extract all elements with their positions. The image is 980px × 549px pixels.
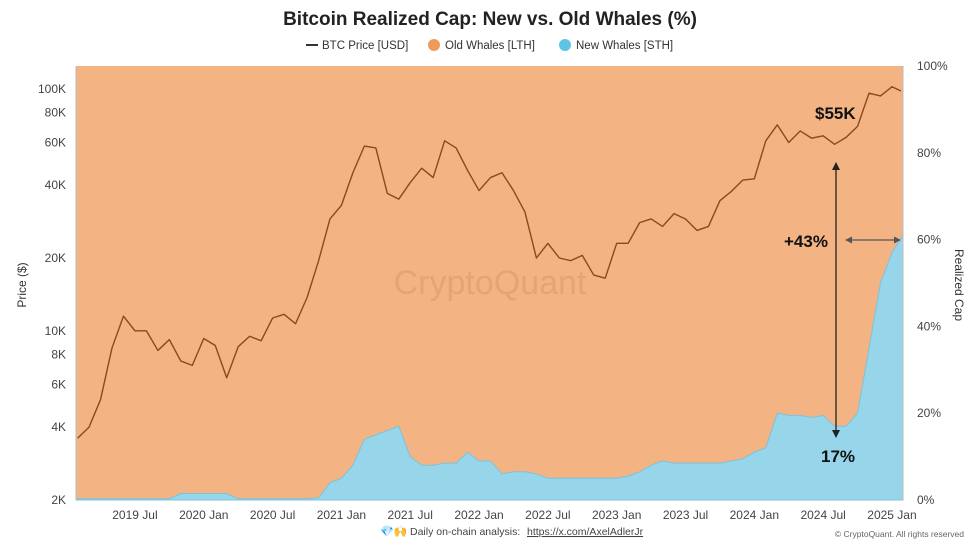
footer: 💎🙌 Daily on-chain analysis: https://x.co… <box>380 525 964 539</box>
x-tick-label: 2023 Jul <box>663 508 708 522</box>
footer-link[interactable]: https://x.com/AxelAdlerJr <box>527 526 644 538</box>
x-tick-label: 2024 Jul <box>800 508 845 522</box>
legend: BTC Price [USD] Old Whales [LTH] New Wha… <box>306 39 673 52</box>
x-tick-label: 2021 Jul <box>388 508 433 522</box>
btc-price-line <box>77 86 902 439</box>
legend-old-whales[interactable]: Old Whales [LTH] <box>445 40 535 52</box>
diamond-hands-icon: 💎🙌 <box>380 525 407 538</box>
y-left-tick-label: 10K <box>45 324 66 338</box>
new-whales-area <box>75 233 904 501</box>
arrow-head-down <box>832 430 840 438</box>
annotation-low: 17% <box>821 447 855 466</box>
x-tick-label: 2020 Jan <box>179 508 228 522</box>
y-right-tick-label: 100% <box>917 59 948 73</box>
x-tick-label: 2020 Jul <box>250 508 295 522</box>
y-left-tick-label: 6K <box>51 378 66 392</box>
y-right-tick-label: 40% <box>917 319 941 333</box>
y-right-tick-label: 60% <box>917 233 941 247</box>
x-tick-label: 2022 Jan <box>454 508 503 522</box>
y-left-tick-label: 8K <box>51 347 66 361</box>
x-tick-label: 2022 Jul <box>525 508 570 522</box>
y-left-tick-label: 2K <box>51 493 66 507</box>
legend-new-whales[interactable]: New Whales [STH] <box>576 40 673 52</box>
y-left-tick-label: 4K <box>51 420 66 434</box>
copyright: © CryptoQuant. All rights reserved <box>835 529 964 539</box>
y-left-tick-label: 100K <box>38 82 66 96</box>
footer-text: Daily on-chain analysis: <box>410 526 520 538</box>
annotation-change: +43% <box>784 232 828 251</box>
legend-old-whales-swatch <box>428 39 440 51</box>
y-right-tick-label: 0% <box>917 493 935 507</box>
chart-title: Bitcoin Realized Cap: New vs. Old Whales… <box>283 9 697 30</box>
y-right-tick-label: 20% <box>917 406 941 420</box>
y-axis-right-label: Realized Cap <box>952 249 966 321</box>
y-left-tick-label: 60K <box>45 136 66 150</box>
plot-area: 2K 4K 6K 8K 10K 20K 40K 60K 80K 100K 0% 20% 40% 60% 80… <box>38 59 948 522</box>
legend-new-whales-swatch <box>559 39 571 51</box>
y-right-tick-label: 80% <box>917 146 941 160</box>
arrow-head-left <box>845 236 852 244</box>
x-tick-label: 2021 Jan <box>317 508 366 522</box>
x-tick-label: 2023 Jan <box>592 508 641 522</box>
x-tick-label: 2019 Jul <box>112 508 157 522</box>
old-whales-area <box>76 66 903 500</box>
x-tick-label: 2024 Jan <box>730 508 779 522</box>
annotation-price: $55K <box>815 104 856 123</box>
y-left-tick-label: 80K <box>45 105 66 119</box>
arrow-head-up <box>832 162 840 170</box>
y-left-tick-label: 40K <box>45 178 66 192</box>
y-left-tick-label: 20K <box>45 251 66 265</box>
legend-price[interactable]: BTC Price [USD] <box>322 40 408 52</box>
annotations: $55K +43% 17% <box>784 104 901 466</box>
x-tick-label: 2025 Jan <box>867 508 916 522</box>
y-axis-left-label: Price ($) <box>15 262 29 307</box>
watermark: CryptoQuant <box>394 264 587 302</box>
arrow-head-right <box>894 236 901 244</box>
